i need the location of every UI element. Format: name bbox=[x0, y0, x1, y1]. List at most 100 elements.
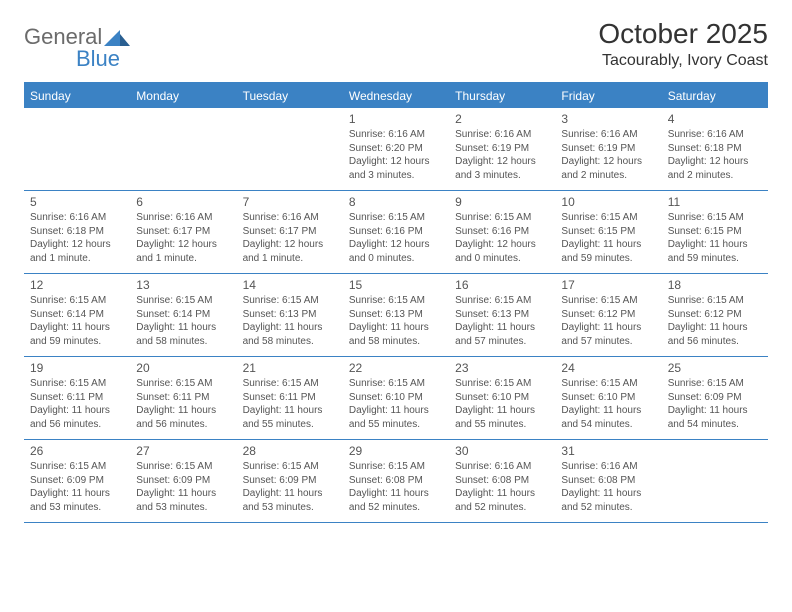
calendar-cell: 14 Sunrise: 6:15 AMSunset: 6:13 PMDayligh… bbox=[237, 274, 343, 356]
day-header-thursday: Thursday bbox=[449, 84, 555, 108]
day-number: 21 bbox=[243, 361, 337, 375]
day-number: 4 bbox=[668, 112, 762, 126]
sunrise-line: Sunrise: 6:15 AM bbox=[561, 294, 655, 308]
day-number: 17 bbox=[561, 278, 655, 292]
sunrise-line: Sunrise: 6:16 AM bbox=[668, 128, 762, 142]
day-number: 22 bbox=[349, 361, 443, 375]
sunrise-line: Sunrise: 6:15 AM bbox=[349, 377, 443, 391]
daylight-line: Daylight: 11 hours and 53 minutes. bbox=[243, 487, 337, 514]
sunset-line: Sunset: 6:19 PM bbox=[561, 142, 655, 156]
sunset-line: Sunset: 6:20 PM bbox=[349, 142, 443, 156]
day-details: Sunrise: 6:15 AMSunset: 6:08 PMDaylight:… bbox=[349, 460, 443, 514]
day-details: Sunrise: 6:16 AMSunset: 6:19 PMDaylight:… bbox=[561, 128, 655, 182]
day-details: Sunrise: 6:15 AMSunset: 6:12 PMDaylight:… bbox=[668, 294, 762, 348]
sunrise-line: Sunrise: 6:15 AM bbox=[668, 294, 762, 308]
sunset-line: Sunset: 6:13 PM bbox=[243, 308, 337, 322]
sunset-line: Sunset: 6:09 PM bbox=[243, 474, 337, 488]
day-number: 24 bbox=[561, 361, 655, 375]
sunset-line: Sunset: 6:15 PM bbox=[668, 225, 762, 239]
calendar-cell: 17Sunrise: 6:15 AMSunset: 6:12 PMDayligh… bbox=[555, 274, 661, 356]
calendar-cell: 3Sunrise: 6:16 AMSunset: 6:19 PMDaylight… bbox=[555, 108, 661, 190]
day-number: 6 bbox=[136, 195, 230, 209]
calendar-cell: 4Sunrise: 6:16 AMSunset: 6:18 PMDaylight… bbox=[662, 108, 768, 190]
calendar-cell: 31 Sunrise: 6:16 AMSunset: 6:08 PMDayligh… bbox=[555, 440, 661, 522]
day-details: Sunrise: 6:15 AMSunset: 6:09 PMDaylight:… bbox=[243, 460, 337, 514]
calendar-cell: 7Sunrise: 6:16 AMSunset: 6:17 PMDaylight… bbox=[237, 191, 343, 273]
sunset-line: Sunset: 6:10 PM bbox=[455, 391, 549, 405]
daylight-line: Daylight: 11 hours and 52 minutes. bbox=[349, 487, 443, 514]
daylight-line: Daylight: 12 hours and 2 minutes. bbox=[561, 155, 655, 182]
calendar-cell: 30 Sunrise: 6:16 AMSunset: 6:08 PMDayligh… bbox=[449, 440, 555, 522]
week-row: 5Sunrise: 6:16 AMSunset: 6:18 PMDaylight… bbox=[24, 191, 768, 274]
calendar-cell: 13Sunrise: 6:15 AMSunset: 6:14 PMDayligh… bbox=[130, 274, 236, 356]
day-details: Sunrise: 6:16 AMSunset: 6:08 PMDaylight:… bbox=[561, 460, 655, 514]
daylight-line: Daylight: 11 hours and 59 minutes. bbox=[668, 238, 762, 265]
sunset-line: Sunset: 6:16 PM bbox=[349, 225, 443, 239]
day-number: 20 bbox=[136, 361, 230, 375]
sunset-line: Sunset: 6:10 PM bbox=[349, 391, 443, 405]
day-details: Sunrise: 6:15 AMSunset: 6:13 PMDaylight:… bbox=[243, 294, 337, 348]
day-number: 25 bbox=[668, 361, 762, 375]
calendar-cell: 27Sunrise: 6:15 AMSunset: 6:09 PMDayligh… bbox=[130, 440, 236, 522]
daylight-line: Daylight: 11 hours and 52 minutes. bbox=[455, 487, 549, 514]
day-header-tuesday: Tuesday bbox=[237, 84, 343, 108]
day-header-sunday: Sunday bbox=[24, 84, 130, 108]
day-header-saturday: Saturday bbox=[662, 84, 768, 108]
day-number: 31 bbox=[561, 444, 655, 458]
sunset-line: Sunset: 6:14 PM bbox=[30, 308, 124, 322]
sunset-line: Sunset: 6:15 PM bbox=[561, 225, 655, 239]
sunrise-line: Sunrise: 6:16 AM bbox=[243, 211, 337, 225]
week-row: 1Sunrise: 6:16 AMSunset: 6:20 PMDaylight… bbox=[24, 108, 768, 191]
sunrise-line: Sunrise: 6:15 AM bbox=[30, 460, 124, 474]
week-row: 26Sunrise: 6:15 AMSunset: 6:09 PMDayligh… bbox=[24, 440, 768, 523]
daylight-line: Daylight: 11 hours and 57 minutes. bbox=[455, 321, 549, 348]
sunrise-line: Sunrise: 6:15 AM bbox=[455, 377, 549, 391]
header: General Blue October 2025 Tacourably, Iv… bbox=[24, 18, 768, 72]
day-number: 30 bbox=[455, 444, 549, 458]
daylight-line: Daylight: 11 hours and 55 minutes. bbox=[455, 404, 549, 431]
day-details: Sunrise: 6:16 AMSunset: 6:17 PMDaylight:… bbox=[136, 211, 230, 265]
day-details: Sunrise: 6:16 AMSunset: 6:08 PMDaylight:… bbox=[455, 460, 549, 514]
calendar-cell: 20Sunrise: 6:15 AMSunset: 6:11 PMDayligh… bbox=[130, 357, 236, 439]
page-title: October 2025 bbox=[598, 18, 768, 50]
sunset-line: Sunset: 6:09 PM bbox=[30, 474, 124, 488]
sunset-line: Sunset: 6:11 PM bbox=[243, 391, 337, 405]
day-details: Sunrise: 6:16 AMSunset: 6:20 PMDaylight:… bbox=[349, 128, 443, 182]
sunset-line: Sunset: 6:11 PM bbox=[136, 391, 230, 405]
sunrise-line: Sunrise: 6:15 AM bbox=[243, 377, 337, 391]
sunset-line: Sunset: 6:08 PM bbox=[561, 474, 655, 488]
daylight-line: Daylight: 11 hours and 53 minutes. bbox=[30, 487, 124, 514]
daylight-line: Daylight: 12 hours and 1 minute. bbox=[243, 238, 337, 265]
logo-text-blue: Blue bbox=[76, 46, 120, 72]
sunset-line: Sunset: 6:13 PM bbox=[455, 308, 549, 322]
daylight-line: Daylight: 12 hours and 1 minute. bbox=[136, 238, 230, 265]
calendar-cell: 2Sunrise: 6:16 AMSunset: 6:19 PMDaylight… bbox=[449, 108, 555, 190]
calendar-cell: 11Sunrise: 6:15 AMSunset: 6:15 PMDayligh… bbox=[662, 191, 768, 273]
daylight-line: Daylight: 12 hours and 0 minutes. bbox=[349, 238, 443, 265]
day-number: 14 bbox=[243, 278, 337, 292]
sunrise-line: Sunrise: 6:15 AM bbox=[136, 294, 230, 308]
sunrise-line: Sunrise: 6:16 AM bbox=[561, 460, 655, 474]
sunset-line: Sunset: 6:14 PM bbox=[136, 308, 230, 322]
sunset-line: Sunset: 6:08 PM bbox=[455, 474, 549, 488]
sunset-line: Sunset: 6:18 PM bbox=[30, 225, 124, 239]
day-details: Sunrise: 6:16 AMSunset: 6:17 PMDaylight:… bbox=[243, 211, 337, 265]
sunrise-line: Sunrise: 6:16 AM bbox=[455, 128, 549, 142]
daylight-line: Daylight: 11 hours and 59 minutes. bbox=[561, 238, 655, 265]
sunrise-line: Sunrise: 6:15 AM bbox=[349, 294, 443, 308]
week-row: 12Sunrise: 6:15 AMSunset: 6:14 PMDayligh… bbox=[24, 274, 768, 357]
day-number: 1 bbox=[349, 112, 443, 126]
calendar-cell bbox=[130, 108, 236, 190]
daylight-line: Daylight: 11 hours and 57 minutes. bbox=[561, 321, 655, 348]
day-details: Sunrise: 6:15 AMSunset: 6:14 PMDaylight:… bbox=[136, 294, 230, 348]
day-number: 29 bbox=[349, 444, 443, 458]
day-details: Sunrise: 6:15 AMSunset: 6:09 PMDaylight:… bbox=[136, 460, 230, 514]
day-number: 9 bbox=[455, 195, 549, 209]
day-header-friday: Friday bbox=[555, 84, 661, 108]
calendar-cell: 19Sunrise: 6:15 AMSunset: 6:11 PMDayligh… bbox=[24, 357, 130, 439]
daylight-line: Daylight: 11 hours and 55 minutes. bbox=[243, 404, 337, 431]
daylight-line: Daylight: 12 hours and 3 minutes. bbox=[349, 155, 443, 182]
daylight-line: Daylight: 11 hours and 58 minutes. bbox=[243, 321, 337, 348]
day-header-monday: Monday bbox=[130, 84, 236, 108]
sunrise-line: Sunrise: 6:15 AM bbox=[243, 460, 337, 474]
